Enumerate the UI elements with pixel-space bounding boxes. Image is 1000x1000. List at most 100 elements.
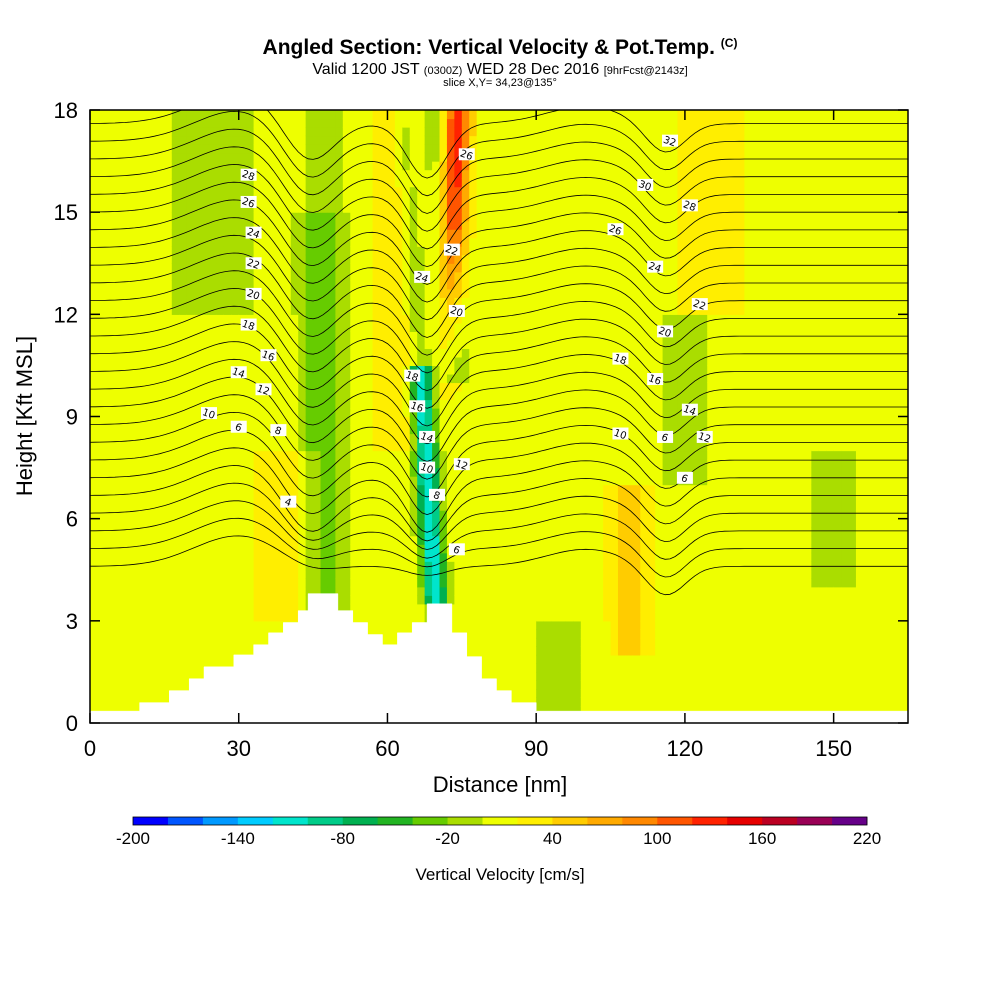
velocity-cell (461, 305, 470, 315)
velocity-cell (469, 569, 478, 579)
velocity-cell (551, 348, 560, 358)
velocity-cell (119, 586, 128, 596)
velocity-cell (394, 271, 403, 281)
velocity-cell (112, 331, 121, 341)
velocity-cell (275, 416, 284, 426)
velocity-cell (446, 484, 455, 494)
velocity-cell (268, 578, 277, 588)
velocity-cell (238, 127, 247, 137)
velocity-cell (320, 535, 329, 545)
velocity-cell (186, 620, 195, 630)
velocity-cell (558, 629, 567, 639)
velocity-cell (432, 169, 441, 179)
velocity-cell (90, 484, 99, 494)
velocity-cell (380, 373, 389, 384)
velocity-cell (238, 356, 247, 367)
velocity-cell (179, 595, 188, 605)
velocity-cell (536, 629, 545, 639)
velocity-cell (402, 195, 411, 205)
velocity-cell (342, 229, 351, 239)
velocity-cell (484, 425, 493, 435)
velocity-cell (499, 127, 508, 137)
velocity-cell (194, 331, 203, 341)
velocity-cell (134, 246, 143, 256)
velocity-cell (588, 229, 597, 239)
velocity-cell (454, 186, 463, 196)
velocity-cell (461, 416, 470, 426)
velocity-cell (439, 442, 448, 452)
velocity-cell (558, 442, 567, 452)
velocity-cell (127, 373, 136, 384)
velocity-cell (171, 459, 180, 469)
velocity-cell (112, 382, 121, 392)
velocity-cell (313, 518, 322, 528)
velocity-cell (417, 493, 426, 503)
velocity-cell (342, 493, 351, 503)
velocity-cell (127, 314, 136, 324)
velocity-cell (595, 467, 604, 477)
velocity-cell (342, 578, 351, 588)
velocity-cell (446, 459, 455, 469)
velocity-cell (350, 186, 359, 196)
velocity-cell (461, 569, 470, 579)
velocity-cell (90, 271, 99, 281)
velocity-cell (506, 603, 515, 613)
velocity-cell (134, 271, 143, 281)
velocity-cell (149, 467, 158, 477)
velocity-cell (231, 254, 240, 264)
velocity-cell (461, 212, 470, 222)
velocity-cell (528, 314, 537, 324)
velocity-cell (432, 288, 441, 298)
velocity-cell (446, 220, 455, 230)
velocity-cell (461, 237, 470, 247)
velocity-cell (119, 246, 128, 256)
velocity-cell (305, 195, 314, 205)
velocity-cell (491, 152, 500, 162)
velocity-cell (283, 297, 292, 307)
velocity-cell (90, 212, 99, 222)
velocity-cell (171, 110, 180, 120)
velocity-cell (179, 356, 188, 367)
velocity-cell (156, 118, 165, 128)
velocity-cell (208, 229, 218, 239)
velocity-cell (253, 127, 262, 137)
velocity-cell (127, 629, 136, 639)
velocity-cell (409, 237, 418, 247)
velocity-cell (335, 118, 344, 128)
velocity-cell (149, 535, 158, 545)
velocity-cell (513, 493, 522, 503)
velocity-cell (208, 288, 218, 298)
velocity-cell (119, 127, 128, 137)
velocity-cell (164, 144, 173, 154)
velocity-cell (439, 510, 448, 520)
velocity-cell (142, 552, 151, 562)
velocity-cell (90, 118, 99, 128)
velocity-cell (573, 442, 582, 452)
velocity-cell (558, 305, 567, 315)
velocity-cell (372, 373, 381, 384)
velocity-cell (573, 365, 582, 375)
velocity-cell (461, 220, 470, 230)
velocity-cell (543, 561, 552, 571)
velocity-cell (342, 561, 351, 571)
velocity-cell (194, 450, 203, 460)
velocity-cell (97, 144, 106, 154)
velocity-cell (90, 620, 99, 630)
velocity-cell (342, 356, 351, 367)
velocity-cell (551, 535, 560, 545)
velocity-cell (417, 510, 426, 520)
velocity-cell (104, 178, 113, 188)
velocity-cell (350, 544, 359, 554)
velocity-cell (335, 442, 344, 452)
velocity-cell (208, 331, 218, 341)
velocity-cell (283, 442, 292, 452)
velocity-cell (156, 356, 165, 367)
velocity-cell (149, 161, 158, 171)
velocity-cell (142, 527, 151, 537)
velocity-cell (283, 110, 292, 120)
velocity-cell (551, 152, 560, 162)
velocity-cell (305, 169, 314, 179)
velocity-cell (491, 382, 500, 392)
velocity-cell (446, 365, 455, 375)
velocity-cell (513, 110, 522, 120)
